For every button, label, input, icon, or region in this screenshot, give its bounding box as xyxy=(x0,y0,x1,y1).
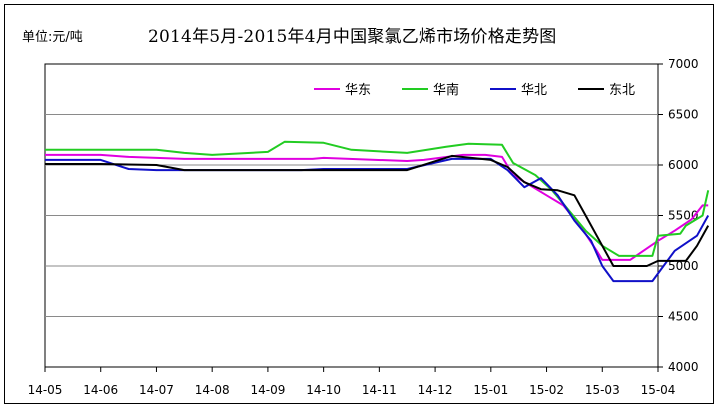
x-tick-label: 14-10 xyxy=(306,383,341,397)
x-tick-label: 15-01 xyxy=(473,383,508,397)
x-tick-label: 14-05 xyxy=(28,383,63,397)
series-line-2 xyxy=(45,157,710,283)
y-tick-label: 4500 xyxy=(668,310,699,324)
legend-label-3: 东北 xyxy=(609,83,635,98)
series-line-1 xyxy=(45,140,710,257)
y-tick-label: 6500 xyxy=(668,108,699,122)
y-tick-label: 6000 xyxy=(668,158,699,172)
legend-label-2: 华北 xyxy=(521,83,547,98)
x-tick-label: 14-11 xyxy=(362,383,397,397)
x-tick-label: 15-04 xyxy=(641,383,676,397)
x-tick-label: 15-02 xyxy=(529,383,564,397)
x-tick-label: 14-07 xyxy=(139,383,174,397)
chart-frame xyxy=(4,4,714,404)
series-line-3 xyxy=(45,154,710,267)
x-tick-label: 14-06 xyxy=(83,383,118,397)
x-tick-label: 14-09 xyxy=(250,383,285,397)
y-tick-label: 7000 xyxy=(668,57,699,71)
y-tick-label: 5000 xyxy=(668,259,699,273)
x-tick-label: 15-03 xyxy=(585,383,620,397)
unit-label: 单位:元/吨 xyxy=(22,30,83,45)
x-tick-label: 14-12 xyxy=(418,383,453,397)
legend-label-1: 华南 xyxy=(433,82,459,98)
chart-title: 2014年5月-2015年4月中国聚氯乙烯市场价格走势图 xyxy=(148,27,557,47)
x-tick-label: 14-08 xyxy=(195,383,230,397)
legend-label-0: 华东 xyxy=(345,83,371,98)
y-tick-label: 4000 xyxy=(668,360,699,374)
